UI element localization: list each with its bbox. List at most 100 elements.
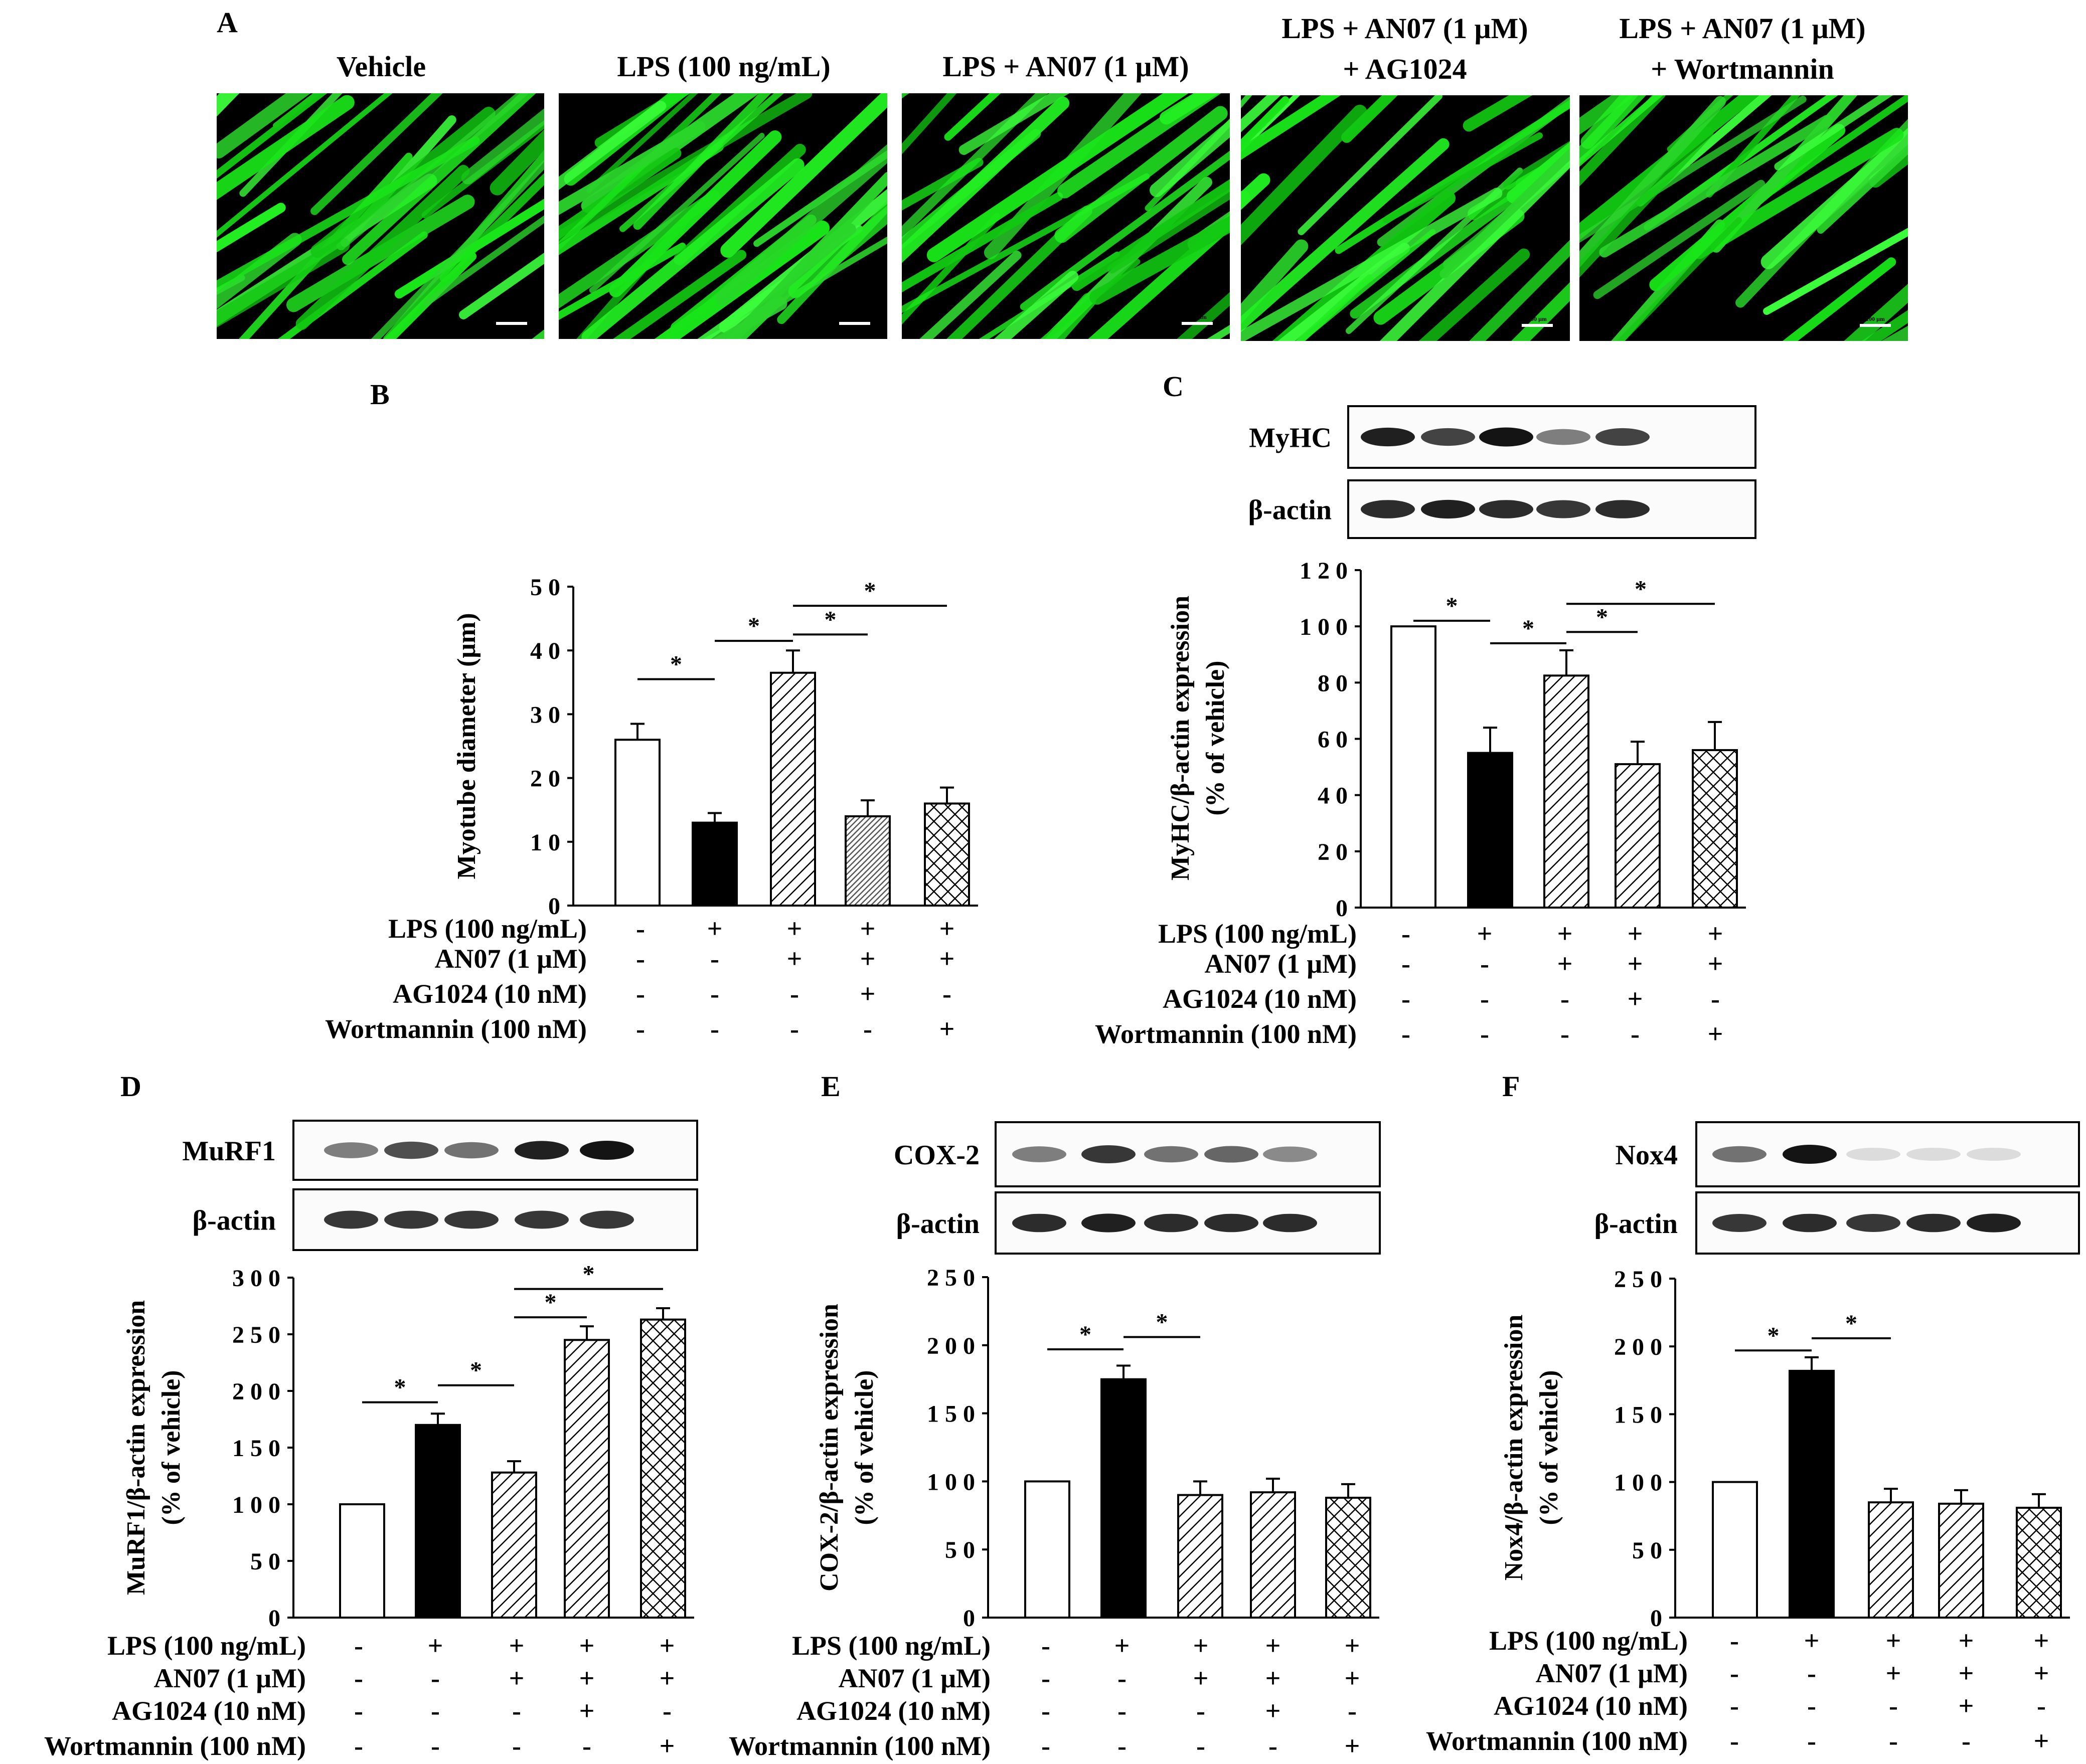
treatment-symbol: + — [787, 944, 803, 974]
treatment-symbol: - — [863, 1014, 872, 1044]
blot-band — [1421, 499, 1475, 519]
y-tick-label: 2 0 — [1318, 839, 1348, 865]
blot-band — [324, 1142, 378, 1158]
myotube — [310, 93, 443, 215]
scale-bar — [839, 322, 870, 325]
treatment-symbol: + — [579, 1663, 595, 1693]
panel-letter-e: E — [821, 1070, 841, 1103]
myotube — [586, 93, 698, 193]
myotube — [1177, 292, 1230, 339]
myotube — [1868, 147, 1908, 188]
panel-letter-c: C — [1163, 370, 1184, 403]
micrograph-title-wortmannin-line1: LPS + AN07 (1 μM) — [1619, 12, 1865, 45]
blot-band — [1783, 1145, 1837, 1164]
significance-star: * — [670, 651, 682, 677]
myotube — [926, 93, 1189, 262]
y-tick-label: 3 0 0 — [232, 1265, 280, 1292]
myotube — [1439, 148, 1570, 279]
treatment-symbol: - — [1730, 1691, 1739, 1721]
blot-band — [1263, 1146, 1317, 1162]
y-tick-label: 4 0 — [1318, 783, 1348, 809]
myotube — [559, 121, 706, 215]
bar — [415, 1424, 461, 1619]
treatment-symbol: + — [1959, 1626, 1974, 1656]
myotube — [1463, 95, 1533, 132]
significance-star: * — [1079, 1321, 1091, 1348]
myotube — [633, 93, 771, 230]
micrograph-row: 100 μm 100 μm 100 μm 100 μm 100 μm — [217, 93, 1908, 341]
treatment-symbol: - — [1560, 1019, 1569, 1049]
treatment-symbol: + — [660, 1631, 675, 1661]
treatment-symbol: + — [860, 979, 876, 1009]
significance-star: * — [748, 613, 760, 639]
treatment-symbol: - — [790, 979, 799, 1009]
significance-star: * — [583, 1261, 595, 1288]
myotube — [1054, 106, 1228, 243]
scale-bar-label: 100 μm — [1866, 315, 1885, 322]
y-tick-label: 1 0 0 — [1300, 614, 1348, 640]
y-axis-label-line: (% of vehicle) — [1201, 660, 1230, 815]
myotube — [1579, 95, 1807, 243]
myotube — [1241, 239, 1309, 324]
treatment-symbol: - — [1480, 984, 1489, 1014]
y-axis-label-line: (% of vehicle) — [157, 1370, 186, 1525]
micrograph-3: 100 μm — [902, 93, 1230, 339]
blot-band — [1536, 500, 1590, 518]
chart-f: 0 5 0 1 0 0 1 5 0 2 0 0 2 5 0 Nox4/β-actin exp… — [1426, 1266, 2070, 1756]
myotube — [1107, 188, 1230, 274]
treatment-symbol: - — [1117, 1731, 1127, 1761]
myotube — [1817, 144, 1908, 234]
myotube — [1503, 141, 1570, 190]
myotube — [919, 251, 1022, 339]
treatment-label: LPS (100 ng/mL) — [107, 1631, 306, 1661]
treatment-symbol: + — [509, 1631, 525, 1661]
blot-band — [1361, 500, 1415, 518]
myotube — [217, 93, 393, 238]
blot-label: β-actin — [193, 1205, 276, 1237]
treatment-symbol: + — [1886, 1658, 1901, 1688]
y-tick-label: 6 0 — [1318, 727, 1348, 753]
myotube — [788, 206, 887, 298]
blot-label: COX-2 — [894, 1140, 980, 1171]
treatment-symbol: + — [428, 1631, 443, 1661]
bar — [1868, 1501, 1914, 1619]
treatment-symbol: - — [1041, 1663, 1050, 1693]
myotube — [371, 160, 544, 339]
bar — [1250, 1491, 1296, 1619]
myotube — [715, 144, 887, 305]
treatment-symbol: - — [1560, 984, 1569, 1014]
treatment-symbol: - — [1268, 1731, 1277, 1761]
bar — [770, 671, 816, 907]
myotube — [1298, 95, 1442, 235]
myotube — [1241, 95, 1341, 160]
treatment-symbol: - — [1807, 1658, 1816, 1688]
blot-band — [1421, 428, 1475, 446]
y-tick-label: 5 0 — [250, 1548, 280, 1575]
treatment-label: AN07 (1 μM) — [153, 1663, 306, 1693]
treatment-label: Wortmannin (100 nM) — [1095, 1019, 1357, 1049]
treatment-symbol: - — [1041, 1696, 1050, 1726]
bar — [564, 1339, 610, 1619]
treatment-symbol: + — [1708, 949, 1723, 979]
myotube — [1861, 310, 1908, 341]
treatment-label: AG1024 (10 nM) — [796, 1696, 991, 1726]
y-tick-label: 4 0 — [530, 638, 560, 664]
treatment-symbol: - — [354, 1631, 363, 1661]
myotube — [1379, 151, 1570, 341]
treatment-symbol: - — [582, 1731, 591, 1761]
scale-bar — [1182, 322, 1213, 325]
y-tick-label: 1 5 0 — [232, 1435, 280, 1462]
blot-label: β-actin — [1594, 1208, 1678, 1240]
myotube — [581, 158, 805, 339]
y-tick-label: 2 5 0 — [1614, 1266, 1662, 1293]
chart-b: 0 1 0 2 0 3 0 4 0 5 0 Myotube diameter (μm) * * *… — [325, 574, 978, 1044]
significance-star: * — [1522, 615, 1534, 642]
blot-band — [1906, 1213, 1961, 1232]
blot-band — [324, 1210, 378, 1229]
blot-label: β-actin — [896, 1208, 980, 1240]
myotube — [944, 93, 1001, 141]
blot-label: β-actin — [1248, 495, 1332, 526]
treatment-symbol: - — [790, 1014, 799, 1044]
myotube — [1760, 127, 1908, 269]
myotube — [1783, 257, 1896, 341]
